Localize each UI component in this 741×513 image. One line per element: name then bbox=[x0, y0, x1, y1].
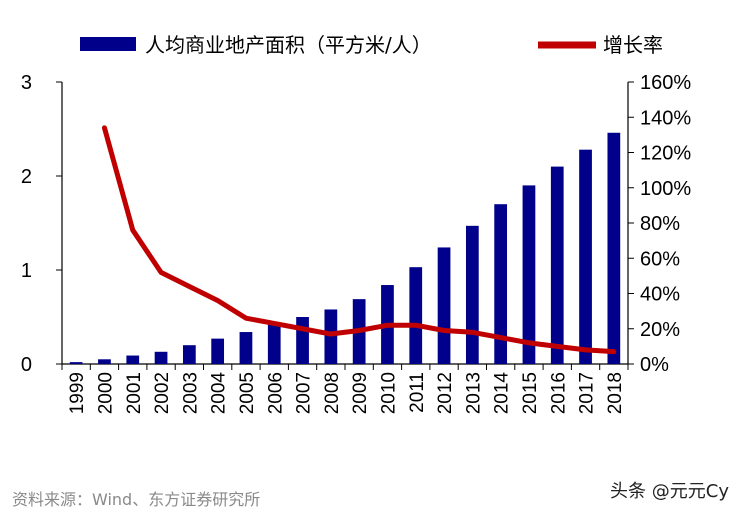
bar bbox=[579, 149, 592, 364]
left-tick-label: 1 bbox=[21, 260, 32, 282]
right-tick-label: 20% bbox=[640, 319, 680, 341]
x-tick-label: 2002 bbox=[152, 372, 173, 414]
x-tick-label: 2008 bbox=[322, 372, 343, 414]
bar bbox=[324, 309, 338, 364]
bar bbox=[182, 345, 196, 364]
bar bbox=[550, 166, 564, 364]
right-tick-label: 40% bbox=[640, 284, 680, 306]
bar bbox=[522, 185, 536, 364]
right-tick-label: 120% bbox=[640, 143, 691, 165]
bar bbox=[437, 247, 451, 364]
x-tick-label: 2003 bbox=[180, 372, 201, 414]
bar bbox=[69, 362, 83, 364]
x-tick-label: 2015 bbox=[520, 372, 541, 414]
right-tick-label: 0% bbox=[640, 354, 669, 376]
x-tick-label: 2010 bbox=[378, 372, 399, 414]
x-tick-label: 2005 bbox=[237, 372, 258, 414]
legend-line-label: 增长率 bbox=[603, 33, 663, 57]
left-tick-label: 3 bbox=[21, 72, 32, 94]
x-tick-label: 2013 bbox=[463, 372, 484, 414]
right-tick-label: 60% bbox=[640, 248, 680, 270]
bar bbox=[409, 267, 423, 364]
x-tick-label: 2000 bbox=[95, 372, 116, 414]
legend-bar-label: 人均商业地产面积（平方米/人） bbox=[145, 33, 432, 57]
x-tick-label: 2014 bbox=[492, 372, 513, 415]
bar bbox=[98, 359, 111, 364]
x-tick-label: 2004 bbox=[209, 372, 230, 415]
x-tick-label: 2001 bbox=[124, 372, 145, 414]
source-note: 资料来源：Wind、东方证券研究所 bbox=[12, 490, 261, 509]
bar bbox=[126, 355, 140, 364]
x-tick-label: 2017 bbox=[577, 372, 598, 414]
x-tick-label: 2011 bbox=[407, 372, 428, 413]
chart: 人均商业地产面积（平方米/人） 增长率 0 1 2 3 0% 20% 40% 60% 80% 10… bbox=[21, 33, 691, 414]
left-tick-label: 2 bbox=[21, 166, 32, 188]
watermark: 头条 @元元Cy bbox=[610, 481, 729, 502]
bar bbox=[296, 317, 309, 364]
bar bbox=[465, 225, 479, 364]
right-tick-label: 100% bbox=[640, 178, 691, 200]
right-tick-label: 80% bbox=[640, 213, 680, 235]
x-tick-label: 2006 bbox=[265, 372, 286, 414]
legend-bar-swatch bbox=[80, 37, 136, 51]
x-tick-label: 2007 bbox=[294, 372, 315, 414]
bar bbox=[607, 132, 621, 364]
x-tick-label: 2016 bbox=[548, 372, 569, 414]
bar bbox=[267, 324, 281, 364]
left-tick-label: 0 bbox=[21, 354, 32, 376]
right-tick-label: 160% bbox=[640, 72, 691, 94]
bar bbox=[154, 351, 168, 364]
x-tick-label: 2018 bbox=[605, 372, 626, 414]
x-tick-label: 1999 bbox=[67, 372, 88, 414]
right-tick-label: 140% bbox=[640, 107, 691, 129]
bar bbox=[239, 332, 253, 364]
growth-rate-line bbox=[101, 125, 617, 355]
legend: 人均商业地产面积（平方米/人） 增长率 bbox=[80, 33, 663, 57]
bar bbox=[494, 204, 508, 364]
x-tick-label: 2012 bbox=[435, 372, 456, 414]
bar bbox=[211, 338, 225, 364]
plot-area: 0 1 2 3 0% 20% 40% 60% 80% 100% 120% 140% 160% 1999 20… bbox=[21, 72, 691, 414]
x-tick-label: 2009 bbox=[350, 372, 371, 414]
